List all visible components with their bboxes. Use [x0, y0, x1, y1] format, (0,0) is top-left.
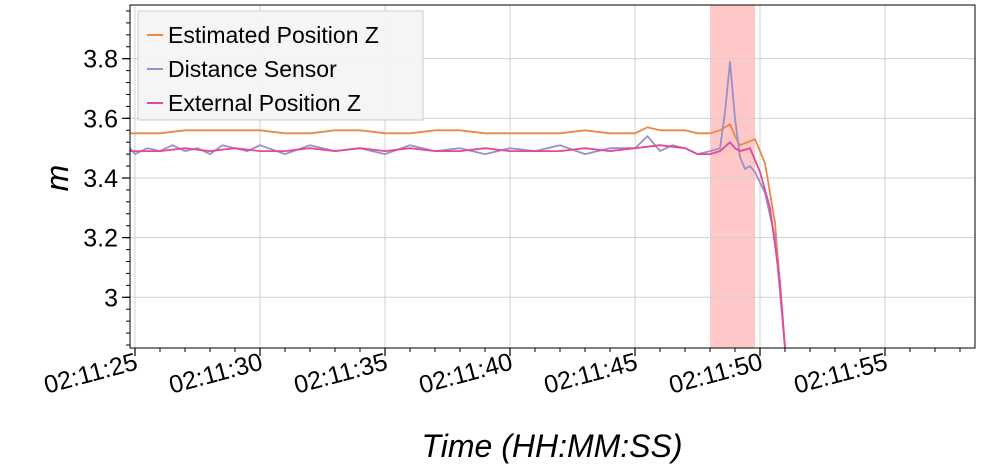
- y-tick-label: 3.2: [83, 225, 118, 253]
- legend-label-2: Distance Sensor: [168, 56, 337, 82]
- legend-label-1: Estimated Position Z: [168, 22, 379, 48]
- y-tick-label: 3.4: [83, 165, 118, 193]
- y-tick-label: 3: [104, 284, 118, 312]
- x-axis-title: Time (HH:MM:SS): [421, 428, 682, 464]
- x-tick-label: 02:11:30: [166, 348, 265, 400]
- x-tick-label: 02:11:50: [666, 348, 765, 400]
- legend: Estimated Position Z Distance Sensor Exter…: [137, 10, 424, 121]
- y-tick-label: 3.6: [83, 105, 118, 133]
- highlight-region: [710, 5, 755, 348]
- y-tick-label: 3.8: [83, 46, 118, 74]
- x-tick-label: 02:11:40: [416, 348, 515, 400]
- y-axis: 3 3.2 3.4 3.6 3.8: [83, 10, 130, 346]
- x-tick-label: 02:11:55: [791, 348, 890, 400]
- legend-label-3: External Position Z: [168, 90, 361, 116]
- legend-box: [137, 10, 424, 121]
- series-line-2: [130, 60, 786, 348]
- plot-frame: [129, 4, 976, 349]
- series-line-1: [130, 123, 786, 348]
- series-layer: [130, 60, 786, 348]
- x-tick-label: 02:11:25: [41, 348, 140, 400]
- y-axis-title: m: [39, 165, 75, 192]
- x-tick-label: 02:11:45: [541, 348, 640, 400]
- series-line-3: [130, 141, 786, 348]
- x-axis: 02:11:25 02:11:30 02:11:35 02:11:40 02:11:45…: [41, 348, 961, 400]
- x-tick-label: 02:11:35: [291, 348, 390, 400]
